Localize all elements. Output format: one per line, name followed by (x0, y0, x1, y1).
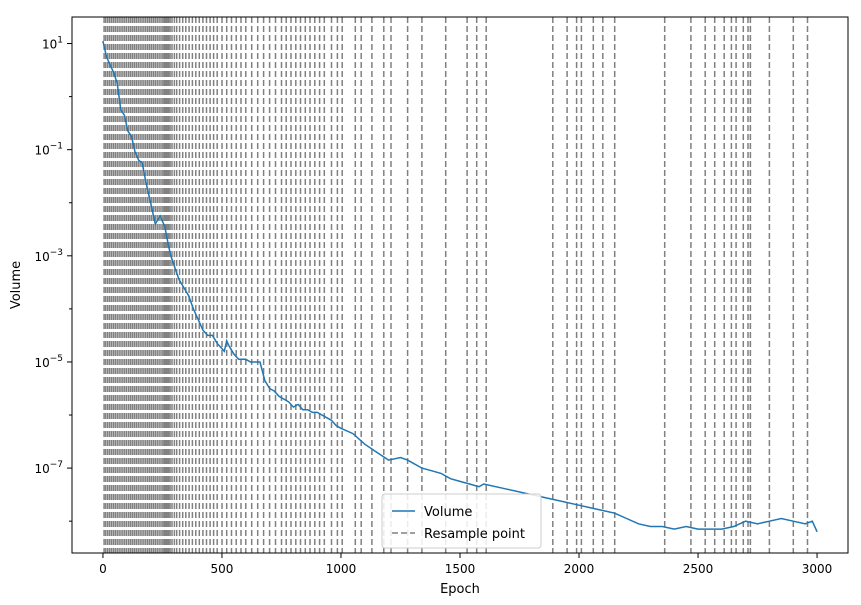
x-axis-ticks: 0 500 1000 1500 2000 2500 3000 (99, 553, 832, 576)
legend: Volume Resample point (381, 493, 542, 549)
y-tick-label: 101 (42, 36, 63, 52)
y-tick-label: 10−7 (34, 460, 63, 476)
volume-series-line (102, 40, 818, 533)
y-axis-ticks: 101 10−1 10−3 10−5 10−7 (34, 36, 72, 522)
x-tick-label: 2500 (683, 562, 714, 576)
legend-resample-label: Resample point (424, 527, 525, 542)
y-axis-label: Volume (9, 261, 24, 309)
y-tick-label: 10−1 (34, 142, 63, 158)
y-tick-label: 10−5 (34, 354, 63, 370)
resample-lines (103, 17, 809, 553)
legend-box (381, 493, 542, 549)
x-tick-label: 3000 (802, 562, 833, 576)
x-axis-label: Epoch (440, 582, 480, 597)
x-tick-label: 1000 (326, 562, 357, 576)
x-tick-label: 1500 (445, 562, 476, 576)
x-tick-label: 500 (211, 562, 234, 576)
x-tick-label: 2000 (564, 562, 595, 576)
y-tick-label: 10−3 (34, 248, 63, 264)
legend-volume-label: Volume (424, 505, 472, 520)
x-tick-label: 0 (99, 562, 107, 576)
